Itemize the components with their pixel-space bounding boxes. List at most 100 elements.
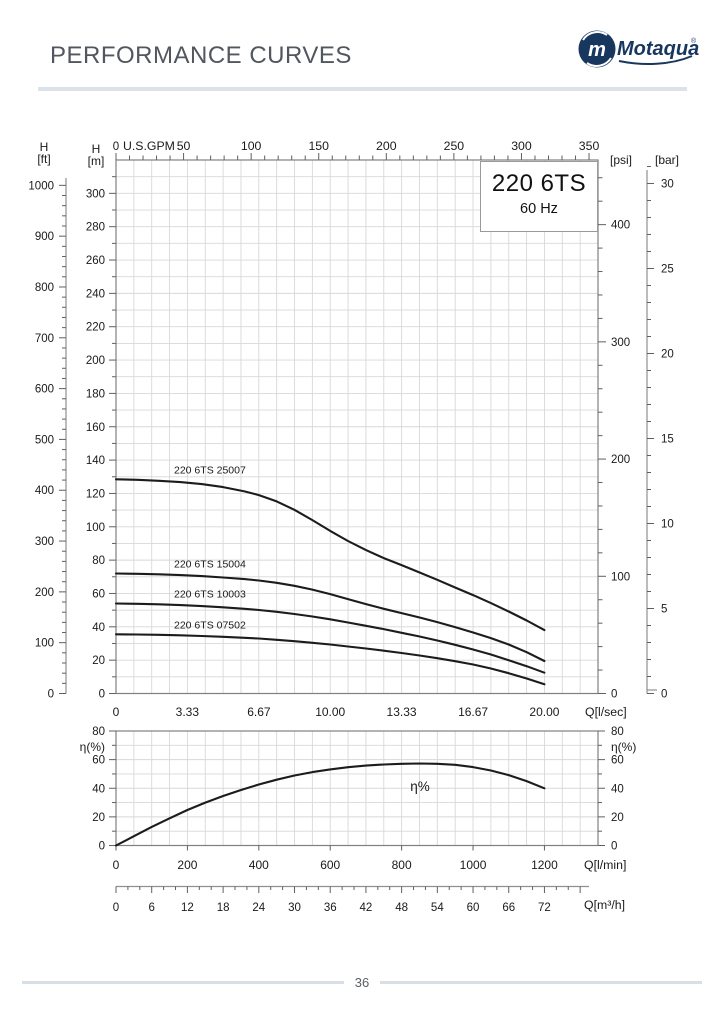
- svg-text:600: 600: [320, 858, 340, 872]
- axis-right-bar: 0 5 10 15 20 25 30 [bar]: [646, 153, 679, 701]
- svg-text:220 6TS 15004: 220 6TS 15004: [174, 558, 246, 570]
- main-chart-grid: [116, 160, 598, 694]
- svg-text:160: 160: [86, 422, 105, 434]
- svg-text:30: 30: [288, 902, 301, 914]
- svg-text:0: 0: [113, 858, 120, 872]
- logo-swirl-bottom-icon: [586, 57, 612, 67]
- footer-rule-right: [380, 981, 702, 984]
- pump-curve-220-6ts-25007: 220 6TS 25007: [114, 464, 546, 632]
- svg-text:13.33: 13.33: [387, 705, 417, 719]
- svg-text:10.00: 10.00: [315, 705, 345, 719]
- svg-text:H: H: [40, 140, 49, 154]
- svg-text:30: 30: [661, 178, 674, 190]
- svg-text:54: 54: [431, 902, 444, 914]
- pump-frequency: 60 Hz: [520, 201, 558, 217]
- logo-registered-mark: ®: [691, 37, 697, 45]
- svg-text:0: 0: [48, 689, 54, 701]
- svg-text:60: 60: [92, 588, 105, 600]
- logo-circle-icon: [578, 30, 616, 68]
- svg-text:1200: 1200: [531, 858, 558, 872]
- svg-text:24: 24: [252, 902, 265, 914]
- svg-text:900: 900: [35, 231, 54, 243]
- svg-text:U.S.GPM: U.S.GPM: [123, 139, 175, 153]
- eta-axis-lmin: 0 200 400 600 800 1000 1200 Q[l/min]: [113, 845, 626, 872]
- pump-curve-220-6ts-15004: 220 6TS 15004: [114, 558, 546, 663]
- svg-text:260: 260: [86, 255, 105, 267]
- svg-text:[psi]: [psi]: [610, 153, 632, 167]
- svg-text:12: 12: [181, 902, 194, 914]
- axis-left-ft: 0 100 200 300 400 500 600 700 800 900 1000 H[ft]: [28, 140, 67, 701]
- svg-text:350: 350: [579, 139, 600, 153]
- pump-model-title: 220 6TS: [491, 170, 587, 197]
- svg-text:36: 36: [324, 902, 337, 914]
- svg-text:600: 600: [35, 384, 54, 396]
- svg-text:60: 60: [611, 755, 624, 767]
- svg-text:280: 280: [86, 222, 105, 234]
- svg-text:16.67: 16.67: [458, 705, 488, 719]
- svg-text:500: 500: [35, 434, 54, 446]
- svg-text:400: 400: [611, 220, 630, 232]
- svg-text:200: 200: [35, 587, 54, 599]
- svg-text:18: 18: [217, 902, 230, 914]
- svg-text:η%: η%: [410, 779, 430, 794]
- pump-curve-220-6ts-07502: 220 6TS 07502: [114, 619, 546, 686]
- svg-text:20.00: 20.00: [529, 705, 559, 719]
- svg-text:800: 800: [392, 858, 412, 872]
- svg-text:0: 0: [99, 841, 105, 853]
- svg-text:15: 15: [661, 433, 674, 445]
- eta-axis-y: 0 0 20 20 40 40 60 60 80 80 η(%) η(%): [80, 726, 637, 853]
- axis-right-psi: 0 100 200 300 400 [psi]: [598, 153, 632, 701]
- svg-text:180: 180: [86, 388, 105, 400]
- svg-text:0: 0: [113, 705, 120, 719]
- page-number: 36: [354, 975, 370, 990]
- svg-text:72: 72: [538, 902, 551, 914]
- svg-text:[bar]: [bar]: [655, 153, 679, 167]
- logo-wordmark: Motaqua: [617, 38, 699, 60]
- svg-text:150: 150: [308, 139, 329, 153]
- svg-text:0: 0: [113, 141, 119, 153]
- svg-text:400: 400: [35, 485, 54, 497]
- svg-text:40: 40: [92, 622, 105, 634]
- svg-text:25: 25: [661, 263, 674, 275]
- svg-text:66: 66: [502, 902, 515, 914]
- axis-left-m: 0 20 40 60 80 100 120 140 160 180 200 220 240 260 280 3…: [86, 142, 116, 701]
- svg-text:6: 6: [149, 902, 155, 914]
- svg-text:60: 60: [92, 755, 105, 767]
- svg-text:300: 300: [511, 139, 532, 153]
- logo-mark: m: [588, 39, 606, 61]
- svg-text:10: 10: [661, 518, 674, 530]
- svg-text:220 6TS 10003: 220 6TS 10003: [174, 588, 246, 600]
- svg-text:42: 42: [360, 902, 373, 914]
- svg-text:1000: 1000: [28, 180, 54, 192]
- svg-text:[m]: [m]: [88, 154, 105, 168]
- svg-text:6.67: 6.67: [247, 705, 271, 719]
- svg-text:140: 140: [86, 455, 105, 467]
- svg-text:0: 0: [611, 689, 617, 701]
- svg-text:100: 100: [35, 638, 54, 650]
- logo-swirl-top-icon: [582, 31, 608, 41]
- svg-text:50: 50: [177, 139, 191, 153]
- svg-text:200: 200: [611, 454, 630, 466]
- svg-text:220: 220: [86, 322, 105, 334]
- svg-text:H: H: [92, 142, 101, 156]
- svg-text:200: 200: [86, 355, 105, 367]
- svg-text:100: 100: [611, 571, 630, 583]
- svg-text:80: 80: [92, 726, 105, 738]
- svg-text:80: 80: [92, 555, 105, 567]
- page-title: PERFORMANCE CURVES: [50, 42, 352, 69]
- svg-text:20: 20: [92, 655, 105, 667]
- svg-text:220 6TS 07502: 220 6TS 07502: [174, 619, 246, 631]
- svg-text:300: 300: [611, 337, 630, 349]
- svg-text:Q[m³/h]: Q[m³/h]: [584, 898, 625, 912]
- eta-chart-grid: [116, 731, 598, 846]
- svg-text:120: 120: [86, 488, 105, 500]
- svg-text:100: 100: [86, 522, 105, 534]
- svg-text:0: 0: [99, 689, 105, 701]
- svg-text:250: 250: [444, 139, 465, 153]
- axis-top-gpm: 0 U.S.GPM 50 100 150 200 250 300 350: [113, 139, 600, 160]
- svg-text:700: 700: [35, 333, 54, 345]
- axis-m3h: 0 6 12 18 24 30 36 42 48 54 60 66 72 Q[m³/h]: [113, 885, 625, 914]
- svg-text:200: 200: [376, 139, 397, 153]
